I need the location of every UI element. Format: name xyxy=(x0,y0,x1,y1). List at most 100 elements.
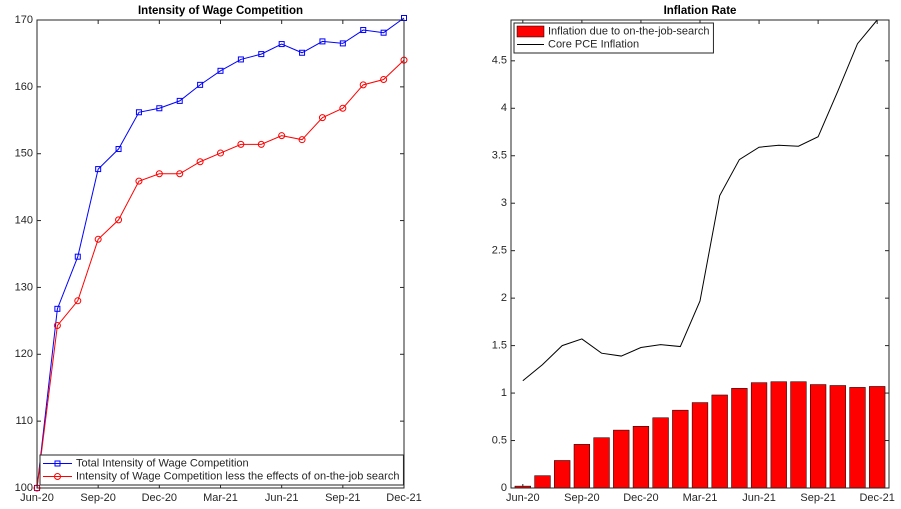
legend-label: Intensity of Wage Competition less the e… xyxy=(76,470,399,482)
x-tick-label: Sep-21 xyxy=(800,492,835,504)
legend-swatch xyxy=(516,25,545,38)
marker xyxy=(278,41,285,48)
x-tick-label: Dec-21 xyxy=(859,492,894,504)
y-tick-label: 1.5 xyxy=(492,340,507,352)
y-tick-label: 2.5 xyxy=(492,245,507,257)
marker xyxy=(360,27,367,34)
y-tick-label: 140 xyxy=(15,214,33,226)
marker xyxy=(339,40,346,47)
marker xyxy=(156,105,163,112)
marker xyxy=(217,67,224,74)
marker xyxy=(380,76,388,84)
series-line xyxy=(36,59,405,489)
bar xyxy=(573,444,590,489)
legend-marker xyxy=(54,460,61,467)
bar xyxy=(632,426,650,489)
legend-box xyxy=(39,454,404,486)
x-tick-label: Jun-20 xyxy=(506,492,540,504)
plot-area xyxy=(37,20,404,488)
bar xyxy=(534,475,551,489)
axes-box xyxy=(36,19,405,489)
x-tick-label: Sep-20 xyxy=(564,492,599,504)
marker xyxy=(237,140,245,148)
y-tick-label: 0 xyxy=(501,482,507,494)
marker xyxy=(197,81,204,88)
marker xyxy=(339,104,347,112)
x-tick-label: Jun-21 xyxy=(265,492,299,504)
legend-label: Total Intensity of Wage Competition xyxy=(76,457,249,469)
series-line xyxy=(522,19,878,382)
marker xyxy=(258,51,265,58)
marker xyxy=(318,114,326,122)
x-tick-label: Dec-21 xyxy=(386,492,421,504)
x-tick-label: Dec-20 xyxy=(142,492,177,504)
bar xyxy=(593,437,610,489)
marker xyxy=(135,177,143,185)
marker xyxy=(176,170,184,178)
series-line xyxy=(36,17,405,489)
marker xyxy=(74,253,81,260)
marker xyxy=(74,297,82,305)
marker xyxy=(135,109,142,116)
legend: Total Intensity of Wage CompetitionInten… xyxy=(39,454,404,486)
marker xyxy=(237,56,244,63)
y-tick-label: 170 xyxy=(15,14,33,26)
y-tick-label: 150 xyxy=(15,148,33,160)
x-tick-label: Dec-20 xyxy=(623,492,658,504)
y-tick-label: 160 xyxy=(15,81,33,93)
marker xyxy=(359,81,367,89)
marker xyxy=(115,216,123,224)
marker xyxy=(155,170,163,178)
bar xyxy=(652,417,669,489)
marker xyxy=(95,166,102,173)
marker xyxy=(115,146,122,153)
legend-label: Inflation due to on-the-job-search xyxy=(548,25,709,37)
marker xyxy=(196,158,204,166)
y-tick-label: 4 xyxy=(501,102,507,114)
marker xyxy=(278,132,286,140)
bar xyxy=(750,382,768,489)
bar xyxy=(770,381,787,489)
marker xyxy=(176,97,183,104)
axes-box xyxy=(510,19,890,489)
x-tick-label: Jun-20 xyxy=(20,492,54,504)
bar xyxy=(554,460,571,489)
y-tick-label: 4.5 xyxy=(492,55,507,67)
y-tick-label: 0.5 xyxy=(492,434,507,446)
legend-label: Core PCE Inflation xyxy=(548,38,639,50)
x-tick-label: Sep-20 xyxy=(80,492,115,504)
marker xyxy=(53,322,61,330)
bar xyxy=(810,384,827,489)
y-tick-label: 130 xyxy=(15,281,33,293)
bar xyxy=(613,429,630,489)
bar xyxy=(849,387,866,489)
x-tick-label: Mar-21 xyxy=(203,492,238,504)
legend-box xyxy=(513,22,714,54)
x-tick-label: Mar-21 xyxy=(683,492,718,504)
y-tick-label: 2 xyxy=(501,292,507,304)
bar xyxy=(790,381,807,489)
bar xyxy=(691,402,709,489)
y-tick-label: 120 xyxy=(15,348,33,360)
y-tick-label: 3 xyxy=(501,197,507,209)
x-tick-label: Jun-21 xyxy=(742,492,776,504)
y-tick-label: 100 xyxy=(15,482,33,494)
bar xyxy=(672,409,689,489)
bar xyxy=(731,388,748,489)
marker xyxy=(380,29,387,36)
marker xyxy=(94,235,102,243)
marker xyxy=(319,38,326,45)
marker xyxy=(217,149,224,157)
y-tick-label: 110 xyxy=(15,415,33,427)
marker xyxy=(299,49,306,56)
chart-title: Inflation Rate xyxy=(664,5,737,17)
y-tick-label: 1 xyxy=(501,387,507,399)
bar xyxy=(869,386,886,489)
bar xyxy=(829,385,846,489)
chart-title: Intensity of Wage Competition xyxy=(138,5,303,17)
marker xyxy=(257,140,265,148)
marker xyxy=(298,136,306,144)
legend-marker xyxy=(54,473,61,480)
